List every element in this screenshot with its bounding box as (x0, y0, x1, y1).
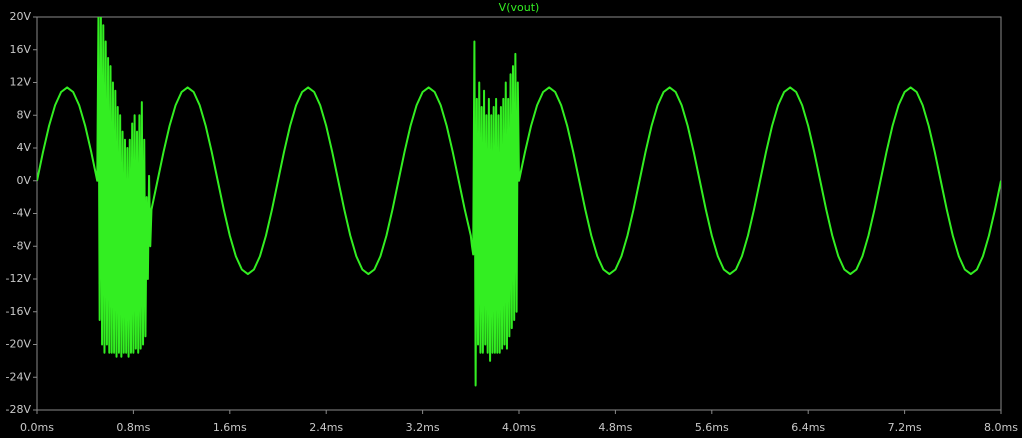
y-tick-label: -12V (6, 272, 32, 285)
x-tick-label: 7.2ms (888, 421, 922, 434)
x-tick-label: 4.8ms (598, 421, 632, 434)
chart-title: V(vout) (499, 1, 540, 14)
y-tick-label: -20V (6, 338, 32, 351)
x-tick-label: 0.8ms (116, 421, 150, 434)
x-tick-label: 2.4ms (309, 421, 343, 434)
line-series (37, 17, 1001, 387)
x-tick-label: 3.2ms (406, 421, 440, 434)
x-tick-label: 1.6ms (213, 421, 247, 434)
y-tick-label: 16V (9, 43, 31, 56)
y-tick-label: 4V (16, 141, 31, 154)
x-tick-label: 5.6ms (695, 421, 729, 434)
x-tick-label: 4.0ms (502, 421, 536, 434)
y-tick-label: -4V (13, 207, 32, 220)
x-tick-label: 8.0ms (984, 421, 1018, 434)
x-tick-label: 0.0ms (20, 421, 54, 434)
y-tick-label: 20V (9, 10, 31, 23)
y-tick-label: -28V (6, 403, 32, 416)
x-tick-label: 6.4ms (791, 421, 825, 434)
y-tick-label: 8V (16, 108, 31, 121)
y-tick-label: -16V (6, 305, 32, 318)
y-tick-label: 12V (9, 76, 31, 89)
y-tick-label: -8V (13, 239, 32, 252)
y-tick-label: 0V (16, 174, 31, 187)
y-tick-label: -24V (6, 370, 32, 383)
